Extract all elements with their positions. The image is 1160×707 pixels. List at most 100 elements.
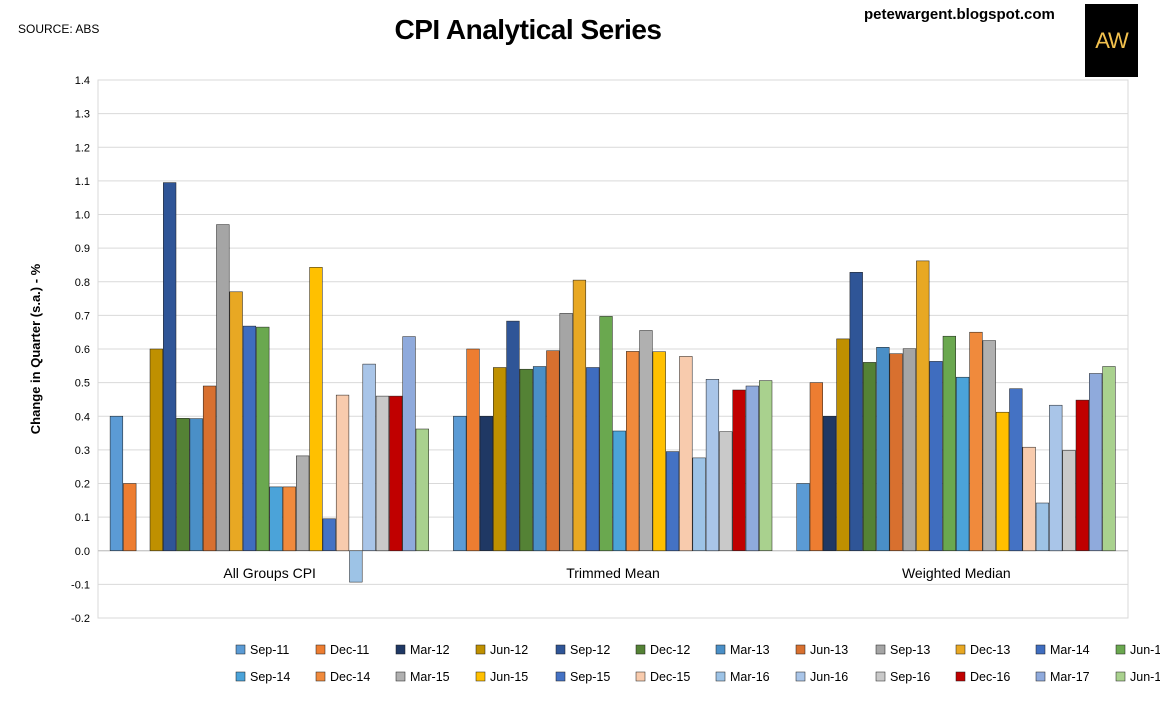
legend-label: Jun-15: [490, 670, 528, 684]
bar: [532, 366, 547, 552]
bar: [123, 483, 137, 552]
bar: [1102, 366, 1116, 552]
y-tick-label: 1.1: [75, 176, 90, 188]
legend-swatch: [1035, 671, 1046, 682]
y-tick-label: 0.1: [75, 512, 90, 524]
bar: [335, 394, 350, 552]
legend-label: Jun-16: [810, 670, 848, 684]
blog-url[interactable]: petewargent.blogspot.com: [864, 6, 1055, 23]
legend-label: Sep-13: [890, 643, 930, 657]
legend-label: Sep-11: [250, 643, 289, 657]
aw-logo: AW: [1085, 4, 1138, 77]
y-tick-label: 0.9: [75, 243, 90, 255]
bar: [216, 224, 230, 552]
legend-label: Mar-13: [730, 643, 770, 657]
bar: [519, 368, 533, 552]
legend-label: Sep-14: [250, 670, 290, 684]
legend-swatch: [475, 644, 486, 655]
y-axis-title: Change in Quarter (s.a.) - %: [28, 263, 43, 434]
legend-swatch: [235, 644, 246, 655]
bar: [849, 272, 863, 551]
legend-label: Sep-12: [570, 643, 610, 657]
legend-label: Jun-14: [1130, 643, 1160, 657]
bar: [256, 326, 270, 551]
category-label: Weighted Median: [902, 565, 1011, 581]
bar: [586, 367, 600, 552]
bar: [202, 385, 217, 552]
bar: [956, 376, 970, 551]
bar: [836, 338, 850, 551]
bar: [546, 350, 560, 552]
y-tick-label: 1.2: [75, 142, 90, 154]
bar: [1049, 404, 1063, 552]
bar: [242, 325, 257, 551]
bar: [969, 331, 983, 552]
bar: [732, 389, 746, 551]
bar: [1089, 373, 1103, 551]
bar: [493, 367, 507, 552]
bar: [282, 486, 296, 552]
bar: [982, 340, 996, 552]
legend-swatch: [475, 671, 486, 682]
bar: [902, 348, 917, 552]
legend-swatch: [635, 671, 646, 682]
bar: [599, 316, 613, 552]
bar: [679, 356, 693, 552]
legend-label: Dec-16: [970, 670, 1010, 684]
y-tick-label: 1.3: [75, 109, 90, 121]
legend-label: Jun-17: [1130, 670, 1160, 684]
legend-label: Jun-12: [490, 643, 528, 657]
bar: [1035, 502, 1050, 551]
bar: [876, 347, 890, 551]
y-tick-label: -0.2: [71, 613, 90, 625]
bar: [719, 431, 733, 551]
bar: [665, 451, 680, 552]
legend-label: Mar-16: [730, 670, 770, 684]
category-label: All Groups CPI: [223, 565, 316, 581]
bar: [466, 348, 480, 552]
legend-swatch: [555, 671, 566, 682]
legend-swatch: [875, 644, 886, 655]
category-label: Trimmed Mean: [566, 565, 660, 581]
y-tick-label: 0.8: [75, 277, 90, 289]
bar: [453, 415, 467, 551]
legend-swatch: [395, 671, 406, 682]
bar: [1075, 399, 1089, 551]
legend-swatch: [1115, 644, 1126, 655]
bar: [929, 361, 943, 551]
legend-swatch: [235, 671, 246, 682]
legend-label: Dec-12: [650, 643, 690, 657]
bar: [559, 313, 573, 552]
y-tick-label: 1.0: [75, 210, 90, 222]
legend-label: Mar-17: [1050, 670, 1090, 684]
bar: [639, 330, 653, 551]
legend-swatch: [795, 644, 806, 655]
legend-swatch: [715, 671, 726, 682]
bar: [995, 411, 1010, 551]
legend-swatch: [955, 644, 966, 655]
bar: [362, 363, 376, 551]
y-tick-label: 0.3: [75, 445, 90, 457]
legend-swatch: [555, 644, 566, 655]
bar: [229, 291, 243, 551]
y-tick-label: 0.7: [75, 310, 90, 322]
bar: [349, 550, 363, 583]
legend-label: Dec-15: [650, 670, 690, 684]
legend-swatch: [715, 644, 726, 655]
legend-swatch: [955, 671, 966, 682]
bar: [1062, 450, 1076, 551]
bar: [309, 267, 323, 552]
chart-title: CPI Analytical Series: [394, 14, 662, 45]
bar: [759, 380, 773, 551]
bar: [796, 483, 810, 552]
bar: [1022, 446, 1036, 552]
legend-swatch: [635, 644, 646, 655]
bar: [149, 348, 163, 552]
bar: [692, 457, 706, 551]
legend-label: Sep-16: [890, 670, 930, 684]
bar: [479, 415, 493, 551]
y-tick-label: -0.1: [71, 579, 90, 591]
bar: [572, 279, 587, 552]
y-tick-label: 0.6: [75, 344, 90, 356]
bar: [163, 182, 177, 552]
